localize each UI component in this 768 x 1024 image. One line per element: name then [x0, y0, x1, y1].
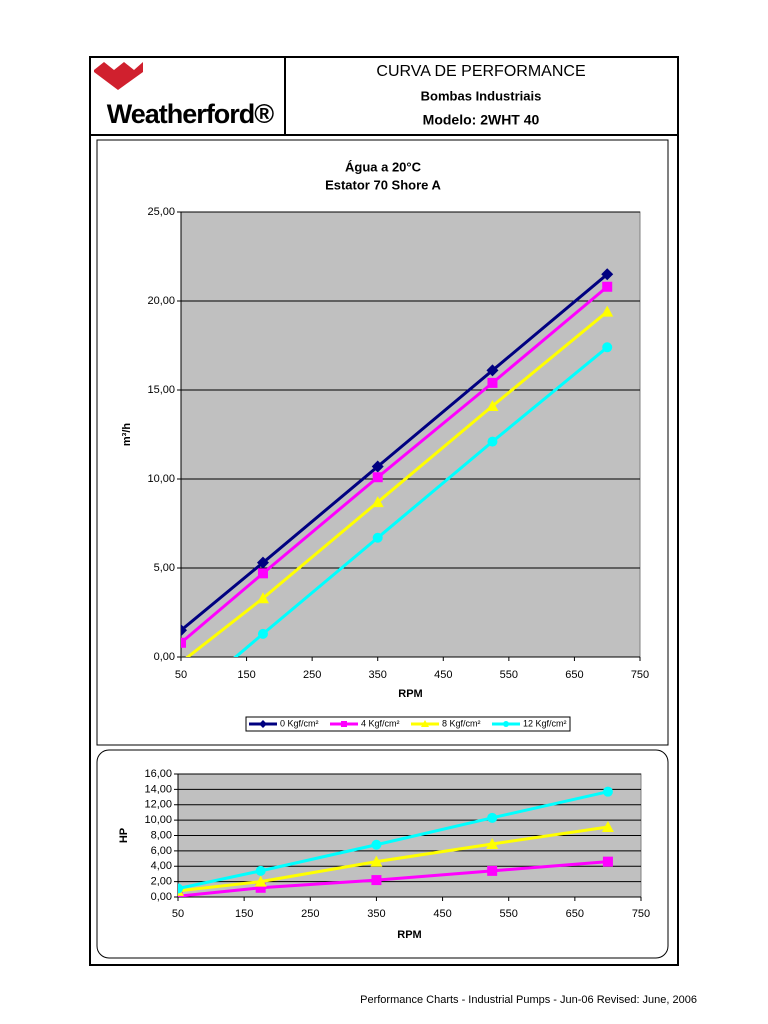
marker [371, 839, 382, 850]
y-tick-label: 6,00 [151, 845, 172, 857]
y-tick-label: 14,00 [144, 783, 172, 795]
marker [257, 568, 268, 579]
doc-subtitle: Bombas Industriais [421, 88, 542, 103]
legend [245, 716, 571, 732]
marker [181, 624, 187, 637]
marker [601, 268, 614, 281]
legend-label: 12 Kgf/cm² [523, 718, 567, 728]
x-tick-label: 750 [632, 908, 650, 920]
y-tick-label: 15,00 [147, 384, 175, 396]
x-tick-label: 250 [301, 908, 319, 920]
marker [503, 721, 509, 727]
y-tick-label: 20,00 [147, 295, 175, 307]
marker [602, 786, 613, 797]
x-tick-label: 150 [235, 908, 253, 920]
y-tick-label: 10,00 [147, 473, 175, 485]
marker [178, 883, 183, 894]
marker [602, 856, 613, 867]
marker [181, 637, 186, 648]
marker [372, 472, 383, 483]
y-tick-label: 25,00 [147, 206, 175, 218]
x-axis-label: RPM [397, 929, 421, 941]
marker [486, 837, 499, 849]
marker [181, 656, 182, 657]
legend-label: 8 Kgf/cm² [442, 718, 481, 728]
marker [254, 875, 267, 887]
marker [255, 882, 266, 893]
marker [256, 592, 269, 604]
marker [255, 865, 266, 876]
doc-title: CURVA DE PERFORMANCE [376, 63, 585, 80]
marker [601, 305, 614, 317]
legend-label: 4 Kgf/cm² [361, 718, 400, 728]
marker [370, 855, 383, 867]
x-axis-label: RPM [398, 688, 422, 700]
marker [487, 436, 498, 447]
x-tick-label: 650 [566, 908, 584, 920]
y-tick-label: 5,00 [154, 562, 175, 574]
x-tick-label: 650 [565, 669, 583, 681]
y-tick-label: 0,00 [154, 651, 175, 663]
y-tick-label: 2,00 [151, 876, 172, 888]
marker [602, 342, 613, 353]
marker [341, 721, 347, 727]
y-tick-label: 12,00 [144, 799, 172, 811]
x-tick-label: 50 [175, 669, 187, 681]
marker [487, 865, 498, 876]
marker [259, 720, 267, 728]
marker [486, 364, 499, 377]
marker [256, 556, 269, 569]
legend-label: 0 Kgf/cm² [280, 718, 319, 728]
x-tick-label: 350 [369, 669, 387, 681]
marker [486, 400, 499, 412]
footer: Performance Charts - Industrial Pumps - … [360, 994, 697, 1006]
marker [487, 812, 498, 823]
logo-chevron [94, 62, 143, 90]
y-tick-label: 16,00 [144, 768, 172, 780]
marker [602, 281, 613, 292]
x-tick-label: 450 [433, 908, 451, 920]
x-tick-label: 450 [434, 669, 452, 681]
x-tick-label: 550 [500, 669, 518, 681]
y-tick-label: 4,00 [151, 860, 172, 872]
chart-title: Água a 20°C [345, 159, 422, 174]
marker [257, 628, 268, 639]
brand: Weatherford® [107, 99, 275, 129]
marker [487, 377, 498, 388]
x-tick-label: 250 [303, 669, 321, 681]
y-tick-label: 10,00 [144, 814, 172, 826]
plot-area [180, 211, 641, 658]
y-axis-label: HP [118, 828, 130, 843]
x-tick-label: 50 [172, 908, 184, 920]
series-layer [181, 268, 614, 657]
marker [371, 875, 382, 886]
logo-mark [94, 62, 143, 90]
marker [601, 821, 614, 833]
marker [421, 720, 429, 727]
series-layer [178, 786, 614, 897]
x-tick-label: 350 [367, 908, 385, 920]
doc-model: Modelo: 2WHT 40 [423, 112, 540, 128]
y-axis-label: m³/h [121, 423, 133, 447]
y-tick-label: 8,00 [151, 829, 172, 841]
marker [371, 460, 384, 473]
x-tick-label: 750 [631, 669, 649, 681]
marker [372, 532, 383, 543]
marker [371, 496, 384, 508]
y-tick-label: 0,00 [151, 891, 172, 903]
x-tick-label: 150 [237, 669, 255, 681]
chart-subtitle: Estator 70 Shore A [325, 177, 441, 192]
x-tick-label: 550 [500, 908, 518, 920]
